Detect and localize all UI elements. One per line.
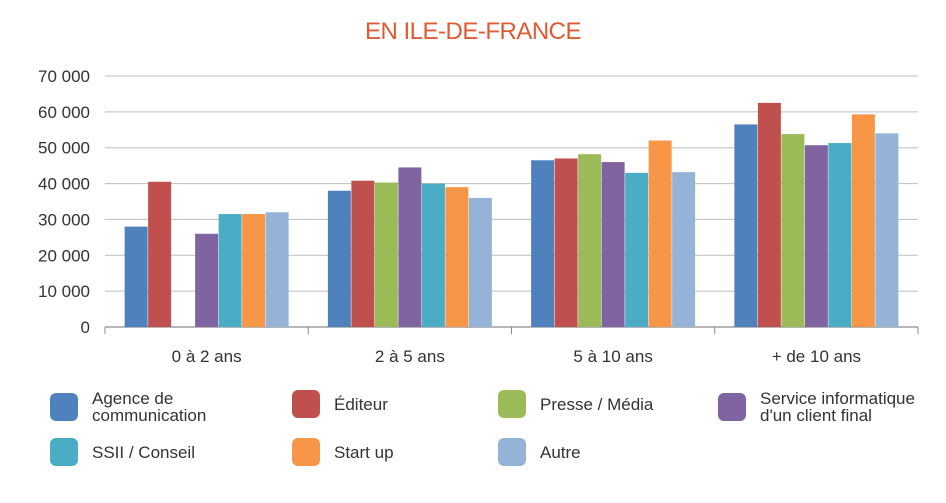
bar: [851, 114, 875, 327]
bar: [265, 212, 289, 327]
bar: [625, 172, 649, 327]
bar: [578, 154, 602, 327]
x-axis-labels: 0 à 2 ans 2 à 5 ans 5 à 10 ans + de 10 ans: [172, 347, 861, 366]
y-tick-label: 40 000: [38, 175, 90, 194]
bar: [421, 183, 445, 327]
chart-title: EN ILE-DE-FRANCE: [364, 18, 582, 45]
bar: [804, 145, 828, 327]
y-tick-label: 10 000: [38, 282, 90, 301]
bar: [875, 133, 899, 327]
bar: [672, 172, 696, 327]
bar: [648, 140, 672, 327]
bars: [124, 102, 899, 328]
bar: [757, 102, 781, 328]
category-label: 2 à 5 ans: [375, 347, 445, 366]
y-tick-label: 70 000: [38, 67, 90, 86]
y-tick-label: 0: [81, 318, 90, 337]
bar: [734, 124, 758, 328]
bar: [445, 187, 469, 327]
bar: [828, 143, 852, 327]
bar: [601, 162, 625, 327]
y-axis-ticks: 0 10 000 20 000 30 000 40 000 50 000 60 000 70 …: [38, 67, 90, 337]
category-label: 0 à 2 ans: [172, 347, 242, 366]
bar: [242, 214, 266, 327]
bar: [374, 182, 398, 327]
category-label: + de 10 ans: [772, 347, 861, 366]
bar: [218, 214, 242, 327]
y-tick-label: 50 000: [38, 139, 90, 158]
y-tick-label: 20 000: [38, 246, 90, 265]
y-tick-label: 60 000: [38, 103, 90, 122]
bar: [781, 134, 805, 327]
y-tick-label: 30 000: [38, 210, 90, 229]
bar: [327, 190, 351, 327]
category-label: 5 à 10 ans: [573, 347, 652, 366]
bar: [554, 158, 578, 327]
bar: [468, 197, 492, 327]
bar: [148, 181, 172, 327]
bar: [124, 226, 148, 327]
bar: [195, 233, 219, 327]
bar: [531, 160, 555, 327]
bar: [351, 180, 375, 327]
bar: [398, 167, 422, 327]
